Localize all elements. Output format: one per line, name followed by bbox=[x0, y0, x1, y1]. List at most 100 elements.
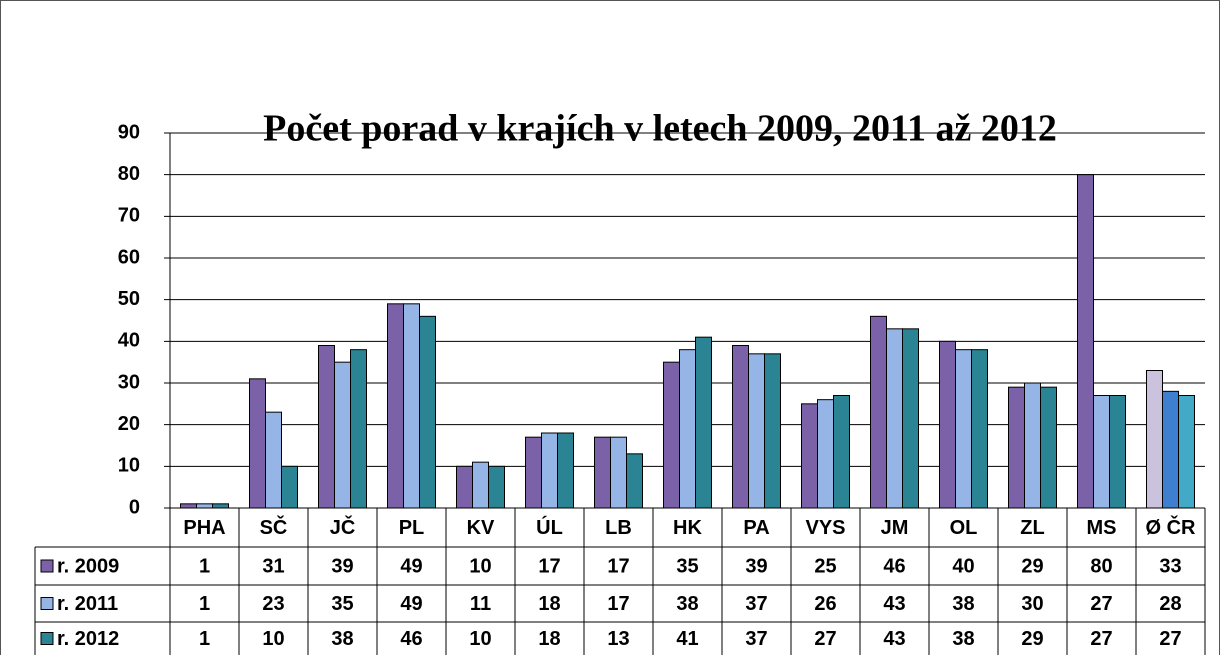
bar bbox=[886, 328, 903, 509]
bar bbox=[695, 336, 712, 509]
bar bbox=[212, 503, 229, 509]
table-cell: 80 bbox=[1090, 555, 1112, 577]
table-cell: 41 bbox=[676, 628, 698, 650]
legend-key bbox=[40, 597, 54, 610]
table-cell: 10 bbox=[469, 555, 491, 577]
table-cell: 46 bbox=[883, 555, 905, 577]
table-cell: 27 bbox=[1090, 593, 1112, 615]
bar bbox=[456, 465, 473, 509]
bar bbox=[403, 303, 420, 509]
bar bbox=[663, 361, 680, 509]
x-tick-label: KV bbox=[467, 517, 495, 539]
table-cell: 38 bbox=[676, 593, 698, 615]
table-cell: 29 bbox=[1021, 628, 1043, 650]
x-tick-label: SČ bbox=[260, 515, 288, 539]
table-cell: 35 bbox=[331, 593, 353, 615]
table-cell: 35 bbox=[676, 555, 698, 577]
bar bbox=[318, 345, 335, 509]
x-tick-label: VYS bbox=[805, 517, 845, 539]
table-cell: 27 bbox=[1090, 628, 1112, 650]
y-tick-label: 50 bbox=[118, 288, 140, 310]
bar bbox=[679, 349, 696, 509]
table-cell: 37 bbox=[745, 593, 767, 615]
table-cell: 17 bbox=[538, 555, 560, 577]
table-cell: 1 bbox=[199, 593, 210, 615]
x-tick-label: PHA bbox=[183, 517, 225, 539]
x-tick-label: MS bbox=[1087, 517, 1117, 539]
legend-label: r. 2012 bbox=[57, 628, 119, 650]
table-cell: 26 bbox=[814, 593, 836, 615]
table-cell: 39 bbox=[331, 555, 353, 577]
bar bbox=[626, 453, 643, 509]
table-cell: 49 bbox=[400, 555, 422, 577]
bar bbox=[1040, 386, 1057, 509]
bar bbox=[594, 436, 611, 509]
x-tick-label: ÚL bbox=[536, 515, 563, 539]
bar bbox=[1178, 395, 1195, 509]
bar bbox=[180, 503, 197, 509]
table-cell: 10 bbox=[262, 628, 284, 650]
table-cell: 31 bbox=[262, 555, 284, 577]
bar bbox=[801, 403, 818, 509]
x-tick-label: ZL bbox=[1020, 517, 1044, 539]
bar bbox=[419, 315, 436, 509]
x-tick-label: OL bbox=[950, 517, 978, 539]
bar bbox=[1093, 395, 1110, 509]
x-tick-label: PA bbox=[743, 517, 769, 539]
bar bbox=[281, 465, 298, 509]
bar bbox=[1162, 390, 1179, 509]
table-cell: 17 bbox=[607, 555, 629, 577]
table-cell: 38 bbox=[952, 593, 974, 615]
table-cell: 1 bbox=[199, 555, 210, 577]
bar bbox=[350, 349, 367, 509]
bar bbox=[939, 340, 956, 509]
bar bbox=[732, 345, 749, 509]
table-cell: 18 bbox=[538, 628, 560, 650]
bar bbox=[557, 432, 574, 509]
bar bbox=[1109, 395, 1126, 509]
table-cell: 11 bbox=[470, 593, 491, 615]
x-tick-label: JM bbox=[881, 517, 909, 539]
bar bbox=[955, 349, 972, 509]
bar bbox=[472, 461, 489, 509]
bar bbox=[265, 411, 282, 509]
table-cell: 43 bbox=[883, 593, 905, 615]
x-tick-label: JČ bbox=[330, 515, 356, 539]
bar bbox=[196, 503, 213, 509]
legend-key bbox=[40, 559, 54, 573]
table-cell: 18 bbox=[538, 593, 560, 615]
y-tick-label: 90 bbox=[118, 121, 140, 143]
bar bbox=[334, 361, 351, 509]
table-cell: 17 bbox=[607, 593, 629, 615]
legend-label: r. 2011 bbox=[57, 593, 118, 615]
table-cell: 13 bbox=[607, 628, 629, 650]
table-cell: 25 bbox=[814, 555, 836, 577]
bar bbox=[902, 328, 919, 509]
table-cell: 30 bbox=[1021, 593, 1043, 615]
table-cell: 38 bbox=[331, 628, 353, 650]
table-cell: 1 bbox=[199, 628, 210, 650]
table-cell: 39 bbox=[745, 555, 767, 577]
y-tick-label: 20 bbox=[118, 413, 140, 435]
y-tick-label: 60 bbox=[118, 246, 140, 268]
bar bbox=[817, 399, 834, 509]
table-cell: 27 bbox=[814, 628, 836, 650]
bar bbox=[610, 436, 627, 509]
y-tick-label: 80 bbox=[118, 163, 140, 185]
table-cell: 29 bbox=[1021, 555, 1043, 577]
table-cell: 46 bbox=[400, 628, 422, 650]
legend-key bbox=[40, 632, 54, 645]
table-cell: 10 bbox=[469, 628, 491, 650]
chart-title: Počet porad v krajích v letech 2009, 201… bbox=[263, 108, 1057, 150]
bar bbox=[764, 353, 781, 509]
table-cell: 28 bbox=[1159, 593, 1181, 615]
table-cell: 43 bbox=[883, 628, 905, 650]
table-cell: 37 bbox=[745, 628, 767, 650]
y-tick-label: 10 bbox=[118, 455, 140, 477]
legend-label: r. 2009 bbox=[57, 555, 119, 577]
bar bbox=[1077, 174, 1094, 509]
y-tick-label: 40 bbox=[118, 330, 140, 352]
bar bbox=[1146, 370, 1163, 509]
bar bbox=[387, 303, 404, 509]
